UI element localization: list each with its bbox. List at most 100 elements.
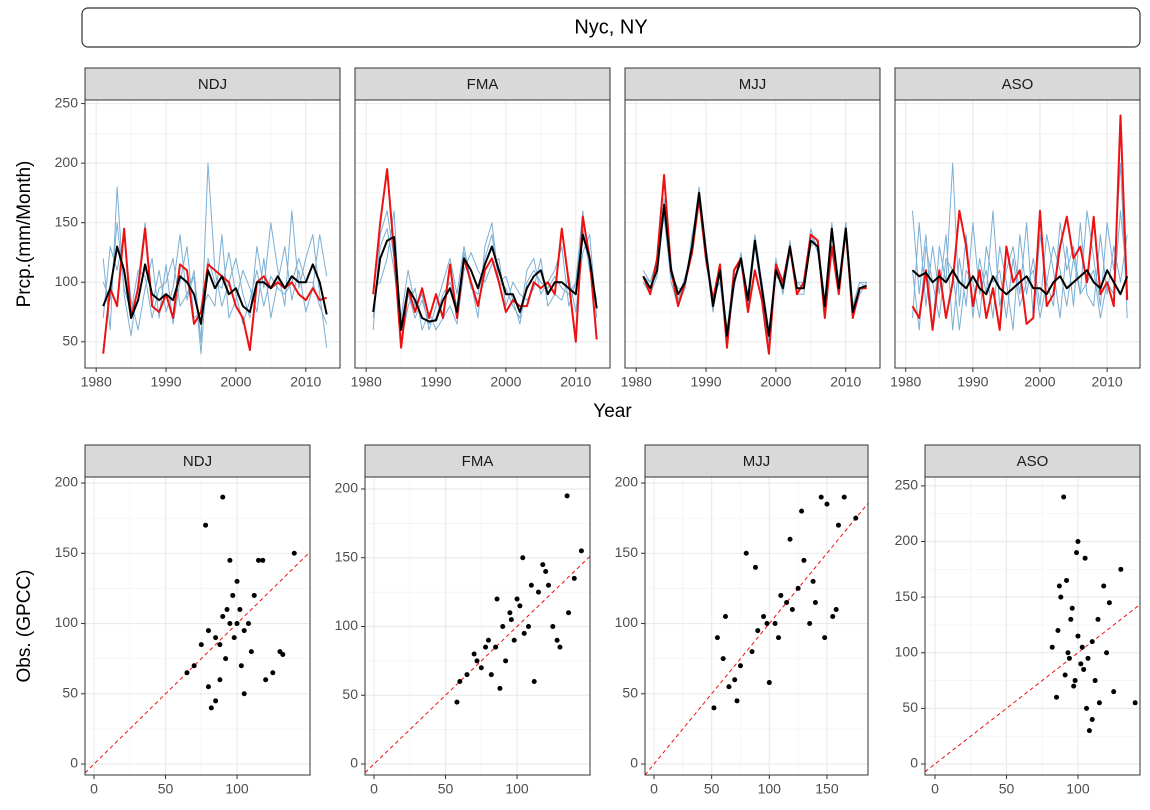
point <box>550 623 556 629</box>
y-tick-label: 100 <box>55 273 79 289</box>
panel-background <box>355 100 610 368</box>
point <box>184 670 190 676</box>
strip <box>624 67 881 101</box>
strip-label: NDJ <box>183 453 212 470</box>
point <box>507 610 513 616</box>
x-tick-label: 2010 <box>560 374 591 390</box>
point <box>1055 628 1061 634</box>
point <box>531 678 537 684</box>
strip <box>894 67 1141 101</box>
x-tick-label: 2010 <box>290 374 321 390</box>
panel-background <box>645 477 868 775</box>
y-tick-label: 50 <box>342 686 358 702</box>
point <box>1101 583 1107 589</box>
x-tick-label: 1990 <box>690 374 721 390</box>
point <box>1132 700 1138 706</box>
x-tick-label: 1980 <box>351 374 382 390</box>
point <box>260 557 266 563</box>
point <box>755 628 761 634</box>
point <box>743 550 749 556</box>
point <box>764 621 770 627</box>
point <box>213 635 219 641</box>
series-line <box>912 222 1128 331</box>
point <box>778 592 784 598</box>
x-tick-label: 2010 <box>1092 374 1123 390</box>
point <box>795 585 801 591</box>
point <box>241 691 247 697</box>
point <box>1081 666 1087 672</box>
y-tick-label: 50 <box>902 699 918 715</box>
y-tick-label: 150 <box>335 548 359 564</box>
point <box>1096 700 1102 706</box>
y-tick-label: 250 <box>895 477 919 493</box>
y-tick-label: 0 <box>630 755 638 771</box>
point <box>1056 583 1062 589</box>
point <box>223 656 229 662</box>
strip-label: ASO <box>1002 76 1034 93</box>
x-tick-label: 50 <box>158 781 174 797</box>
point <box>722 614 728 620</box>
strip-label: FMA <box>462 453 494 470</box>
y-tick-label: 0 <box>910 755 918 771</box>
strip <box>84 67 341 101</box>
x-tick-label: 50 <box>704 781 720 797</box>
point <box>203 522 209 528</box>
point <box>454 699 460 705</box>
point <box>494 596 500 602</box>
point <box>835 522 841 528</box>
point <box>248 649 254 655</box>
panel-background <box>895 100 1140 368</box>
point <box>554 637 560 643</box>
point <box>1082 555 1088 561</box>
point <box>478 665 484 671</box>
point <box>1089 716 1095 722</box>
point <box>1064 577 1070 583</box>
x-tick-label: 2000 <box>220 374 251 390</box>
identity-line <box>924 604 1141 773</box>
point <box>213 698 219 704</box>
x-tick-label: 0 <box>931 781 939 797</box>
point <box>234 621 240 627</box>
point <box>801 557 807 563</box>
point <box>241 628 247 634</box>
strip <box>644 444 869 478</box>
point <box>1054 694 1060 700</box>
point <box>280 651 286 657</box>
point <box>263 677 269 683</box>
point <box>1104 650 1110 656</box>
point <box>726 684 732 690</box>
point <box>517 603 523 609</box>
point <box>789 606 795 612</box>
point <box>488 672 494 678</box>
x-tick-label: 0 <box>370 781 378 797</box>
point <box>500 623 506 629</box>
point <box>841 494 847 500</box>
x-tick-label: 1980 <box>81 374 112 390</box>
point <box>737 663 743 669</box>
point <box>191 663 197 669</box>
y-tick-label: 150 <box>895 588 919 604</box>
x-axis-title: Year <box>593 401 632 422</box>
point <box>720 656 726 662</box>
point <box>1111 689 1117 695</box>
y-tick-label: 200 <box>55 474 79 490</box>
point <box>578 548 584 554</box>
x-tick-label: 1990 <box>150 374 181 390</box>
y-tick-label: 200 <box>55 154 79 170</box>
point <box>251 592 257 598</box>
point <box>208 705 214 711</box>
point <box>853 515 859 521</box>
series-line <box>911 114 1129 331</box>
x-tick-label: 50 <box>438 781 454 797</box>
point <box>227 557 233 563</box>
strip <box>364 444 591 478</box>
x-tick-label: 100 <box>758 781 782 797</box>
x-tick-label: 100 <box>505 781 529 797</box>
point <box>1084 705 1090 711</box>
point <box>799 508 805 514</box>
point <box>220 614 226 620</box>
point <box>1072 678 1078 684</box>
point <box>1078 661 1084 667</box>
y-tick-label: 0 <box>70 755 78 771</box>
